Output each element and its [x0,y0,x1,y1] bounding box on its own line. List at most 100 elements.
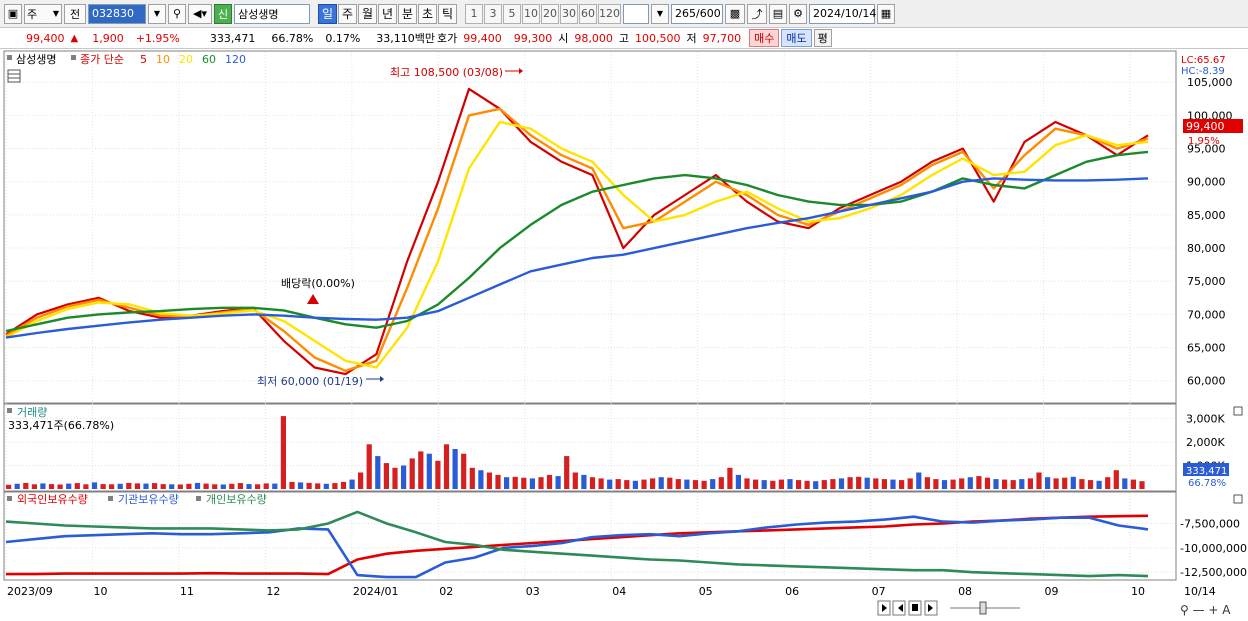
volume-bar [392,467,398,489]
volume-bar [572,472,578,489]
volume-bar [787,479,793,489]
volume-bar [340,481,347,489]
volume-bar [761,480,767,489]
prev-button[interactable]: 전 [64,3,86,24]
draw-tool-icon[interactable]: ⤴ [747,3,767,24]
interval-dropdown-icon[interactable]: ▼ [651,3,669,24]
x-tick-label: 11 [180,585,194,598]
interval-button-20[interactable]: 20 [541,3,559,24]
speaker-icon[interactable]: ◀▾ [188,3,212,24]
volume-bar [529,478,535,489]
panel-close-icon[interactable] [1233,494,1243,504]
interval-button-30[interactable]: 30 [560,3,578,24]
market-type-label: 주 [27,7,38,21]
panel-marker-icon [196,496,201,501]
volume-bar [1105,477,1111,489]
volume-bar [1062,477,1068,489]
period-button-6[interactable]: 틱 [438,3,457,24]
market-type-select[interactable]: 주 ▼ [24,3,62,24]
change-rate: +1.95% [135,31,180,45]
volume-bar [203,483,209,489]
volume-bar [701,480,707,489]
volume-bar [332,483,338,489]
volume-bar [280,416,286,489]
volume-bar [1002,479,1008,489]
chart-area[interactable]: 105,000100,00095,00090,00085,00080,00075… [0,49,1248,621]
volume-bar [31,484,37,489]
ma-line-60 [5,150,1149,333]
period-button-0[interactable]: 일 [318,3,337,24]
indicator-icon[interactable]: ▩ [725,3,745,24]
volume-bar [83,484,89,489]
volume-tick-label: 2,000K [1186,436,1225,449]
volume-bar [323,483,329,489]
x-tick-label: 08 [958,585,972,598]
interval-button-60[interactable]: 60 [579,3,597,24]
count-value: 265 [675,7,696,20]
ma-legend-period-10: 10 [156,53,170,66]
price-panel: 105,000100,00095,00090,00085,00080,00075… [5,76,1233,388]
avg-button[interactable]: 평 [813,29,832,47]
x-tick-label: 06 [785,585,799,598]
count-field[interactable]: 265/600 [671,3,723,24]
volume-bar [710,479,716,489]
volume-bar [152,483,158,489]
interval-button-120[interactable]: 120 [598,3,621,24]
volume-bar [598,478,604,489]
period-button-1[interactable]: 주 [338,3,357,24]
layout-icon[interactable]: ▣ [4,3,22,24]
volume-bar [753,479,759,489]
stock-code-input[interactable]: 032830 [88,3,146,24]
interval-button-5[interactable]: 5 [503,3,521,24]
volume-bar [1019,479,1025,489]
panel-close-icon[interactable] [1233,406,1243,416]
high-price: 100,500 [635,31,681,45]
buy-button[interactable]: 매수 [749,29,780,47]
date-field[interactable]: 2024/10/14 [809,3,876,24]
volume-bar [967,477,973,489]
volume-bar [255,484,261,489]
foreign-legend: 외국인보유수량 [17,493,88,506]
interval-button-10[interactable]: 10 [522,3,540,24]
period-button-4[interactable]: 분 [398,3,417,24]
volume-bar [933,479,939,489]
save-icon[interactable]: ▤ [769,3,787,24]
volume-bar [615,479,621,489]
volume-bar [744,478,750,489]
interval-button-1[interactable]: 1 [465,3,483,24]
volume-bar [873,478,879,489]
volume-bar [452,449,458,489]
volume-bar [6,484,12,489]
x-tick-label: 10 [1131,585,1145,598]
x-tick-label: 09 [1045,585,1059,598]
low-price: 97,700 [702,31,742,45]
code-dropdown-icon[interactable]: ▼ [148,3,166,24]
up-triangle-icon: ▲ [70,32,79,44]
period-button-2[interactable]: 월 [358,3,377,24]
zoom-slider-thumb[interactable] [979,601,987,615]
volume-bar [1139,481,1145,489]
volume-bar [993,479,999,489]
gear-icon[interactable]: ⚙ [789,3,807,24]
sell-button[interactable]: 매도 [781,29,812,47]
volume-bar [426,453,432,489]
volume-bar [830,479,836,489]
interval-custom-field[interactable] [623,3,649,24]
table-icon[interactable] [7,69,21,83]
price-panel-title: 삼성생명 [16,53,56,66]
period-button-5[interactable]: 초 [418,3,437,24]
x-tick-label: 12 [266,585,280,598]
calendar-icon[interactable]: ▦ [877,3,895,24]
grid-layer [5,52,1175,579]
period-button-3[interactable]: 년 [378,3,397,24]
search-icon[interactable]: ⚲ [168,3,186,24]
new-stock-badge: 신 [214,3,232,24]
zoom-icons[interactable]: ⚲ — + A [1180,603,1231,617]
interval-group: 1 3 5 10 20 30 60 120 [465,3,621,24]
volume-bar [383,463,389,489]
interval-button-3[interactable]: 3 [484,3,502,24]
rewind-glyph [898,604,903,612]
stock-name-field[interactable]: 삼성생명 [234,3,310,24]
